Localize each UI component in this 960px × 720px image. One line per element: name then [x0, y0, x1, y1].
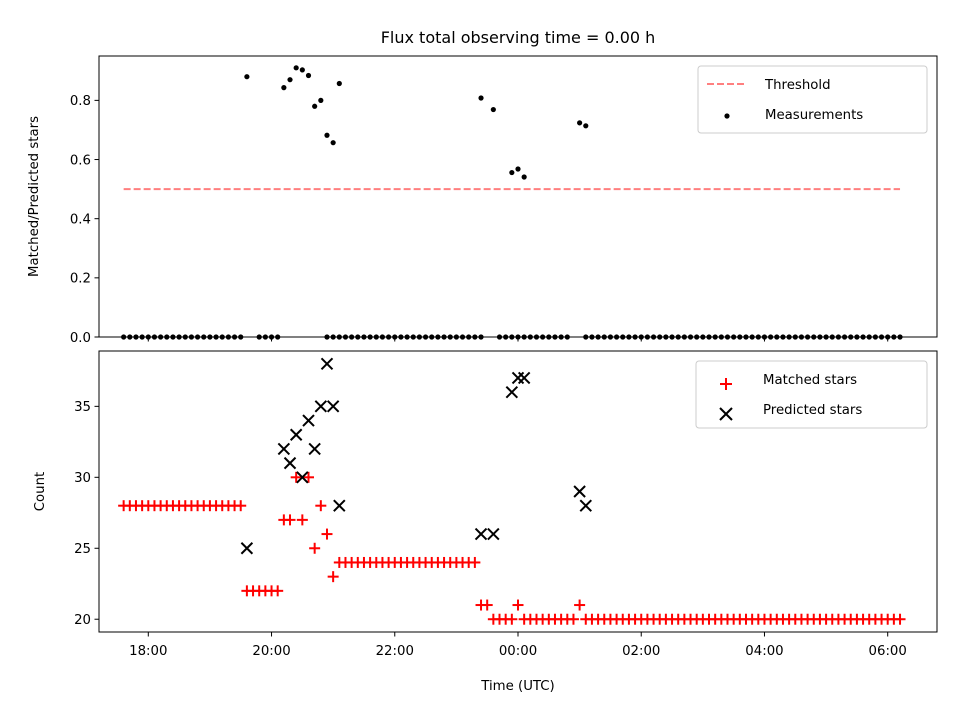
measurement-point	[521, 174, 527, 180]
top-y-tick-label: 0.4	[70, 212, 91, 227]
top-y-tick-label: 0.2	[70, 272, 91, 287]
bottom-plot-frame	[98, 350, 938, 633]
predicted-star-marker	[277, 442, 291, 456]
bottom-x-tick-label: 02:00	[622, 644, 660, 659]
bottom-x-tick-label: 22:00	[376, 644, 414, 659]
predicted-star-marker	[320, 357, 334, 370]
predicted-star-marker	[579, 499, 592, 512]
bottom-legend-box	[695, 360, 928, 429]
bottom-y-tick-label: 30	[74, 471, 91, 486]
measurement-point	[287, 77, 293, 83]
matched-star-marker	[481, 599, 493, 611]
measurement-point	[577, 120, 583, 126]
predicted-stars-group	[240, 357, 592, 555]
bottom-x-tick-label: 00:00	[499, 644, 537, 659]
top-y-tick-label: 0.8	[70, 94, 91, 109]
matched-star-marker	[567, 613, 579, 625]
measurement-point	[509, 169, 515, 176]
bottom-x-tick-label: 06:00	[869, 644, 907, 659]
predicted-star-marker	[505, 385, 519, 399]
measurement-point	[490, 106, 496, 113]
legend-predicted-swatch	[719, 407, 733, 421]
top-panel: 0.00.20.40.60.8 Matched/Predicted stars …	[27, 55, 938, 346]
bottom-y-axis-label: Count	[33, 472, 48, 512]
predicted-star-marker	[302, 414, 315, 427]
matched-star-marker	[894, 613, 906, 625]
predicted-star-marker	[240, 542, 254, 555]
predicted-star-marker	[487, 527, 500, 541]
matched-star-marker	[574, 599, 586, 611]
measurement-point	[318, 97, 324, 103]
predicted-star-marker	[333, 499, 346, 512]
matched-star-marker	[506, 613, 518, 625]
matched-star-marker	[303, 471, 314, 483]
bottom-legend: Matched stars Predicted stars	[695, 360, 928, 429]
bottom-y-tick-label: 25	[74, 542, 91, 557]
matched-star-marker	[272, 585, 284, 597]
top-legend-box	[697, 65, 928, 134]
matched-star-marker	[469, 556, 481, 568]
matched-star-marker	[284, 514, 296, 526]
legend-measurements-label: Measurements	[765, 108, 863, 123]
predicted-star-marker	[289, 428, 303, 441]
predicted-star-marker	[474, 527, 488, 541]
top-legend: Threshold Measurements	[697, 65, 928, 134]
measurement-point	[312, 103, 318, 109]
legend-threshold-label: Threshold	[764, 78, 831, 93]
matched-star-marker	[309, 542, 321, 554]
bottom-x-tick-label: 04:00	[745, 644, 783, 659]
top-y-axis: 0.0 0.2 0.4 0.6 0.8	[70, 94, 99, 346]
measurement-point	[324, 132, 330, 138]
predicted-star-marker	[283, 456, 297, 470]
measurement-point	[281, 85, 287, 91]
legend-predicted-label: Predicted stars	[763, 403, 862, 418]
matched-star-marker	[512, 599, 524, 611]
x-axis-label: Time (UTC)	[480, 679, 555, 694]
matched-star-marker	[235, 500, 247, 512]
top-y-tick-label: 0.6	[70, 153, 91, 168]
predicted-star-marker	[517, 371, 531, 385]
top-y-tick-label: 0.0	[70, 331, 91, 346]
matched-star-marker	[290, 471, 302, 483]
bottom-y-tick-label: 35	[74, 400, 91, 415]
measurement-point	[293, 65, 299, 71]
measurement-point	[330, 140, 336, 146]
bottom-x-tick-label: 18:00	[129, 644, 167, 659]
matched-star-marker	[296, 514, 308, 526]
legend-matched-label: Matched stars	[763, 373, 857, 388]
matched-stars-group	[118, 471, 906, 625]
predicted-star-marker	[573, 485, 586, 498]
bottom-x-axis: 18:00 20:00 22:00 00:00 02:00 04:00 06:00	[129, 632, 907, 659]
predicted-star-marker	[314, 400, 328, 413]
top-plot-frame	[98, 55, 938, 338]
bottom-y-tick-label: 20	[74, 613, 91, 628]
measurement-point	[299, 67, 305, 73]
predicted-star-marker	[308, 442, 321, 456]
top-y-axis-label: Matched/Predicted stars	[27, 116, 42, 277]
bottom-x-tick-label: 20:00	[252, 644, 290, 659]
legend-matched-swatch	[720, 378, 732, 390]
bottom-panel: 20 25 30 35 18:00 20:00 22:00 00:00 02:00 04:00 0…	[33, 350, 938, 694]
measurement-point	[583, 123, 589, 129]
measurement-point	[478, 95, 484, 101]
predicted-star-marker	[326, 400, 340, 413]
measurement-point	[515, 166, 521, 172]
measurement-point	[305, 72, 312, 79]
measurement-points-group	[244, 65, 589, 180]
measurement-point	[244, 74, 250, 80]
matched-star-marker	[315, 500, 327, 512]
matched-star-marker	[321, 528, 333, 540]
predicted-star-marker	[296, 471, 309, 484]
measurement-point	[336, 80, 342, 87]
legend-measurements-swatch	[724, 113, 730, 119]
chart-title: Flux total observing time = 0.00 h	[381, 28, 656, 47]
matched-star-marker	[327, 571, 339, 583]
bottom-y-axis: 20 25 30 35	[74, 400, 99, 628]
